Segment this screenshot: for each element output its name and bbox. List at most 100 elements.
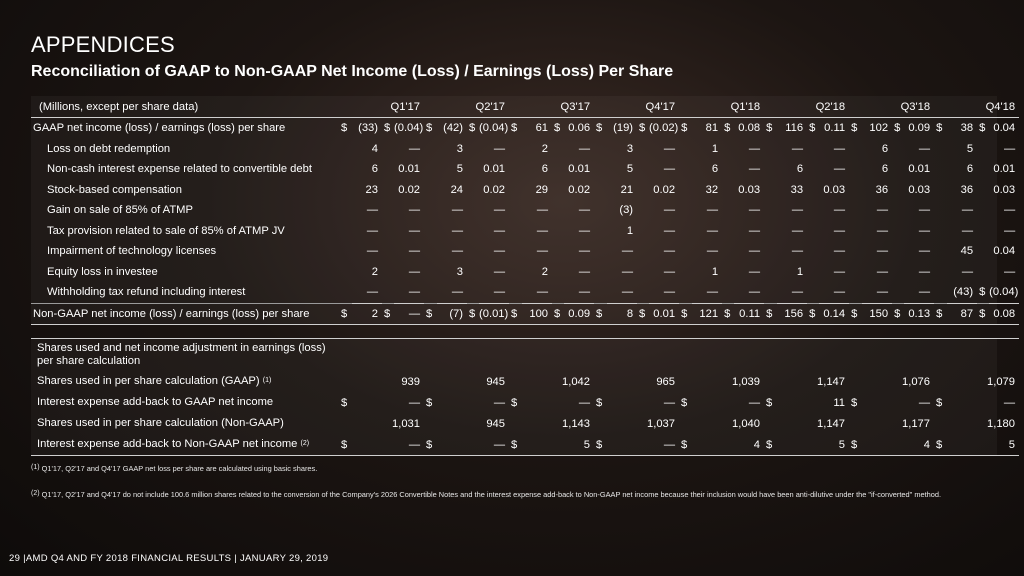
currency-symbol [679, 282, 692, 303]
currency-symbol [594, 282, 607, 303]
currency-symbol [339, 139, 352, 160]
shares-cell: — [1003, 396, 1015, 409]
currency-symbol: $ [979, 286, 986, 299]
currency-symbol [892, 282, 904, 303]
currency-symbol [977, 180, 989, 201]
table-cell: — [408, 224, 421, 237]
currency-symbol [849, 262, 862, 283]
currency-symbol [424, 371, 437, 392]
shares-cell: 5 [947, 434, 1019, 456]
currency-symbol [679, 139, 692, 160]
currency-symbol: $ [509, 302, 523, 325]
currency-symbol [339, 241, 352, 262]
shares-row-label-text: Interest expense add-back to GAAP net in… [37, 396, 274, 408]
currency-symbol: $ [509, 117, 523, 139]
currency-symbol: $ [341, 396, 348, 409]
table-cell: 5 [456, 163, 464, 176]
table-cell: — [918, 224, 931, 237]
table-cell: — [493, 204, 506, 217]
currency-symbol [722, 139, 734, 160]
quarter-header: Q1'18 [730, 100, 761, 113]
table-cell: — [451, 245, 464, 258]
table-cell: 0.01 [908, 163, 931, 176]
table-row: Non-GAAP net income (loss) / earnings (l… [31, 302, 1020, 325]
currency-symbol [552, 241, 564, 262]
table-row: Impairment of technology licenses — — — — — — —… [31, 241, 1019, 262]
table-cell: 6 [796, 163, 804, 176]
table-cell: — [692, 282, 723, 304]
shares-heading: Shares used and net income adjustment in… [31, 338, 339, 371]
currency-symbol [424, 221, 437, 242]
currency-symbol [934, 282, 947, 303]
currency-symbol [849, 180, 862, 201]
shares-cell: 4 [692, 434, 764, 456]
table-cell: — [621, 245, 634, 258]
table-cell: — [578, 265, 591, 278]
currency-symbol: $ [596, 396, 603, 409]
currency-symbol [467, 139, 479, 160]
currency-symbol: $ [424, 302, 438, 325]
table-cell: 0.08 [989, 302, 1020, 325]
table-cell: — [366, 245, 378, 258]
currency-symbol [892, 139, 904, 160]
quarter-header: Q2'17 [475, 100, 506, 113]
currency-symbol [849, 200, 862, 221]
table-cell: — [833, 163, 846, 176]
table-cell: — [493, 142, 506, 155]
table-cell: — [961, 265, 974, 278]
table-cell: 21 [620, 183, 634, 196]
row-label: Non-cash interest expense related to con… [47, 163, 312, 176]
currency-symbol [424, 180, 437, 201]
footnote-1-text: Q1'17, Q2'17 and Q4'17 GAAP net loss per… [41, 464, 318, 473]
quarter-header: Q4'17 [645, 100, 676, 113]
table-cell: — [663, 245, 676, 258]
shares-heading-row: Shares used and net income adjustment in… [31, 338, 1019, 371]
table-cell: — [706, 224, 719, 237]
table-cell: 36 [960, 183, 974, 196]
table-cell: — [1003, 265, 1016, 278]
table-cell: — [366, 224, 378, 237]
currency-symbol [934, 413, 947, 434]
table-cell: 0.14 [819, 302, 850, 325]
table-cell: 102 [862, 117, 893, 139]
table-cell: — [833, 245, 846, 258]
currency-symbol: $ [424, 434, 437, 456]
table-cell: 0.01 [649, 302, 680, 325]
currency-symbol [637, 262, 649, 283]
currency-symbol: $ [552, 117, 565, 139]
currency-symbol: $ [892, 302, 905, 325]
table-cell: — [706, 245, 719, 258]
table-cell: 0.03 [908, 183, 931, 196]
currency-symbol [552, 180, 564, 201]
currency-symbol [807, 241, 819, 262]
table-cell: 6 [881, 163, 889, 176]
currency-symbol [339, 262, 352, 283]
currency-symbol [467, 262, 479, 283]
table-cell: 61 [522, 117, 553, 139]
currency-symbol [722, 282, 734, 303]
currency-symbol [807, 200, 819, 221]
table-cell: 150 [862, 302, 893, 325]
currency-symbol [934, 221, 947, 242]
table-cell: — [833, 265, 846, 278]
table-cell: (0.04) [394, 117, 425, 139]
table-cell: — [578, 142, 591, 155]
footnote-ref: (1) [262, 377, 272, 384]
table-cell: 2 [541, 265, 549, 278]
table-cell: — [734, 282, 765, 304]
table-cell: 116 [777, 117, 808, 139]
currency-symbol: $ [977, 302, 990, 325]
table-cell: 6 [881, 142, 889, 155]
currency-symbol: $ [934, 302, 948, 325]
currency-symbol [552, 200, 564, 221]
table-cell: — [607, 282, 638, 304]
currency-symbol: $ [339, 434, 352, 456]
table-cell: 6 [711, 163, 719, 176]
table-cell: 0.01 [993, 163, 1016, 176]
table-cell: — [536, 245, 549, 258]
table-cell: 6 [371, 163, 378, 176]
currency-symbol: $ [594, 117, 608, 139]
currency-symbol [892, 159, 904, 180]
table-cell: 81 [692, 117, 723, 139]
currency-symbol [679, 241, 692, 262]
